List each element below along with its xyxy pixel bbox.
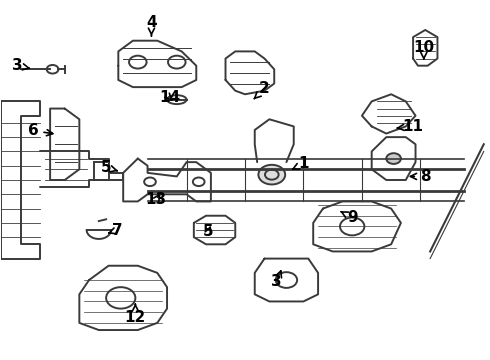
Text: 3: 3 [271,271,282,289]
Text: 11: 11 [397,119,423,134]
Text: 2: 2 [254,81,270,99]
Text: 7: 7 [109,222,122,238]
Text: 10: 10 [413,40,434,59]
Ellipse shape [386,153,401,164]
Text: 5: 5 [203,224,214,239]
Text: 9: 9 [341,210,358,225]
Text: 4: 4 [146,15,157,36]
Text: 13: 13 [146,192,167,207]
Text: 6: 6 [27,123,53,138]
Text: 12: 12 [125,304,146,325]
Text: 5: 5 [101,160,117,175]
Text: 14: 14 [159,90,180,105]
Text: 1: 1 [293,157,309,171]
Ellipse shape [258,165,285,184]
Text: 3: 3 [12,58,29,73]
Text: 8: 8 [411,169,431,184]
